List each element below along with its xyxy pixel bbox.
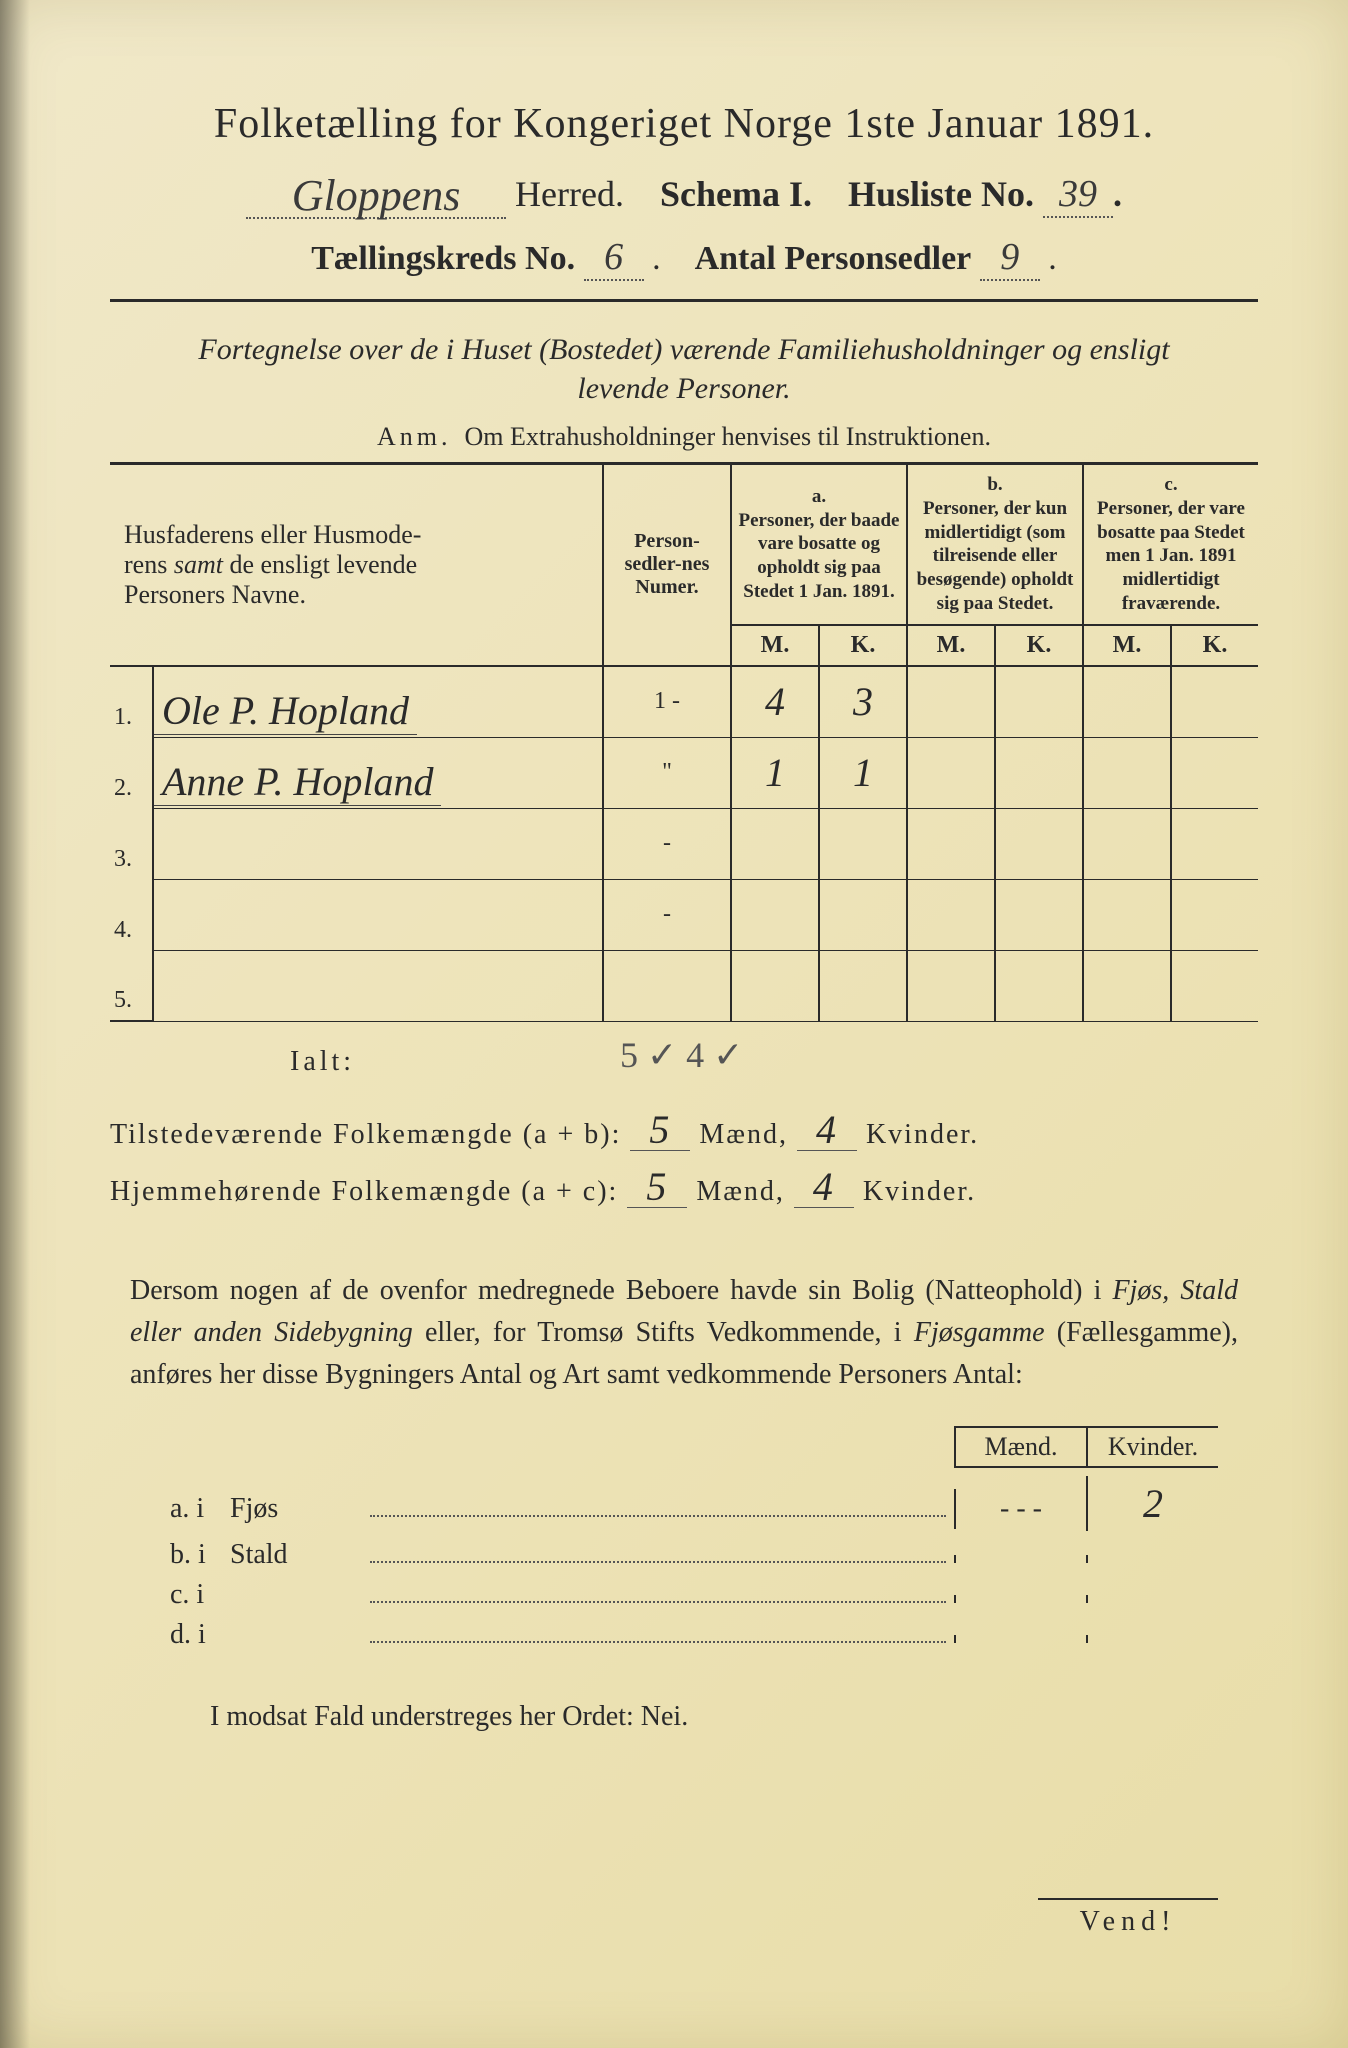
col-c-m: M. [1083,625,1171,666]
vend-label: Vend! [1038,1898,1218,1938]
side-building-paragraph: Dersom nogen af de ovenfor medregnede Be… [130,1270,1238,1396]
table-row: 5. [110,950,1258,1021]
table-row: 1. Ole P. Hopland 1 - 4 3 [110,666,1258,738]
census-form-page: Folketælling for Kongeriget Norge 1ste J… [0,0,1348,2048]
col-numer-header: Person-sedler-nes Numer. [603,464,731,666]
table-row: 3. - [110,808,1258,879]
anm-label: Anm. [377,422,452,451]
col-names-header: Husfaderens eller Husmode-rens samt de e… [124,520,421,609]
household-table: Husfaderens eller Husmode-rens samt de e… [110,462,1258,1022]
col-a-header: a.Personer, der baade vare bosatte og op… [731,464,907,625]
col-a-k: K. [819,625,907,666]
person-name: Anne P. Hopland [154,758,441,806]
table-row: 2. Anne P. Hopland " 1 1 [110,737,1258,808]
col-c-header: c.Personer, der vare bosatte paa Stedet … [1083,464,1258,625]
form-subtitle: Fortegnelse over de i Huset (Bostedet) v… [150,330,1218,408]
nei-line: I modsat Fald understreges her Ordet: Ne… [210,1701,1258,1733]
anm-text: Om Extrahusholdninger henvises til Instr… [465,422,991,451]
husliste-no: 39 [1059,173,1097,215]
side-kvinder-header: Kvinder. [1086,1426,1218,1468]
side-row: b. i Stald [170,1539,1218,1571]
col-a-m: M. [731,625,819,666]
col-b-header: b.Personer, der kun midlertidigt (som ti… [907,464,1083,625]
anm-note: Anm. Om Extrahusholdninger henvises til … [110,422,1258,452]
scan-edge [0,0,30,2048]
header-line-2: Gloppens Herred. Schema I. Husliste No. … [110,166,1258,219]
kreds-label: Tællingskreds No. [311,240,575,277]
herred-label: Herred. [515,174,624,214]
home-total-line: Hjemmehørende Folkemængde (a + c): 5 Mæn… [110,1163,1258,1210]
side-maend-header: Mænd. [954,1426,1086,1468]
herred-name-handwritten: Gloppens [292,171,461,220]
side-building-table: Mænd. Kvinder. a. i Fjøs - - - 2 b. i St… [170,1426,1218,1651]
form-title: Folketælling for Kongeriget Norge 1ste J… [110,100,1258,148]
side-row: d. i [170,1619,1218,1651]
table-row: 4. - [110,879,1258,950]
personsedler-no: 9 [1000,236,1019,278]
ialt-label: Ialt: 5 ✓ 4 ✓ [290,1046,1258,1078]
husliste-label: Husliste No. [848,174,1034,214]
ialt-hand-totals: 5 ✓ 4 ✓ [620,1034,743,1076]
present-total-line: Tilstedeværende Folkemængde (a + b): 5 M… [110,1106,1258,1153]
side-row: c. i [170,1579,1218,1611]
person-name: Ole P. Hopland [154,687,417,735]
col-c-k: K. [1171,625,1258,666]
divider-1 [110,299,1258,302]
col-b-k: K. [995,625,1083,666]
header-line-3: Tællingskreds No. 6 . Antal Personsedler… [110,235,1258,281]
col-b-m: M. [907,625,995,666]
schema-label: Schema I. [660,174,812,214]
personsedler-label: Antal Personsedler [695,240,972,277]
side-row: a. i Fjøs - - - 2 [170,1476,1218,1531]
kreds-no: 6 [604,236,623,278]
